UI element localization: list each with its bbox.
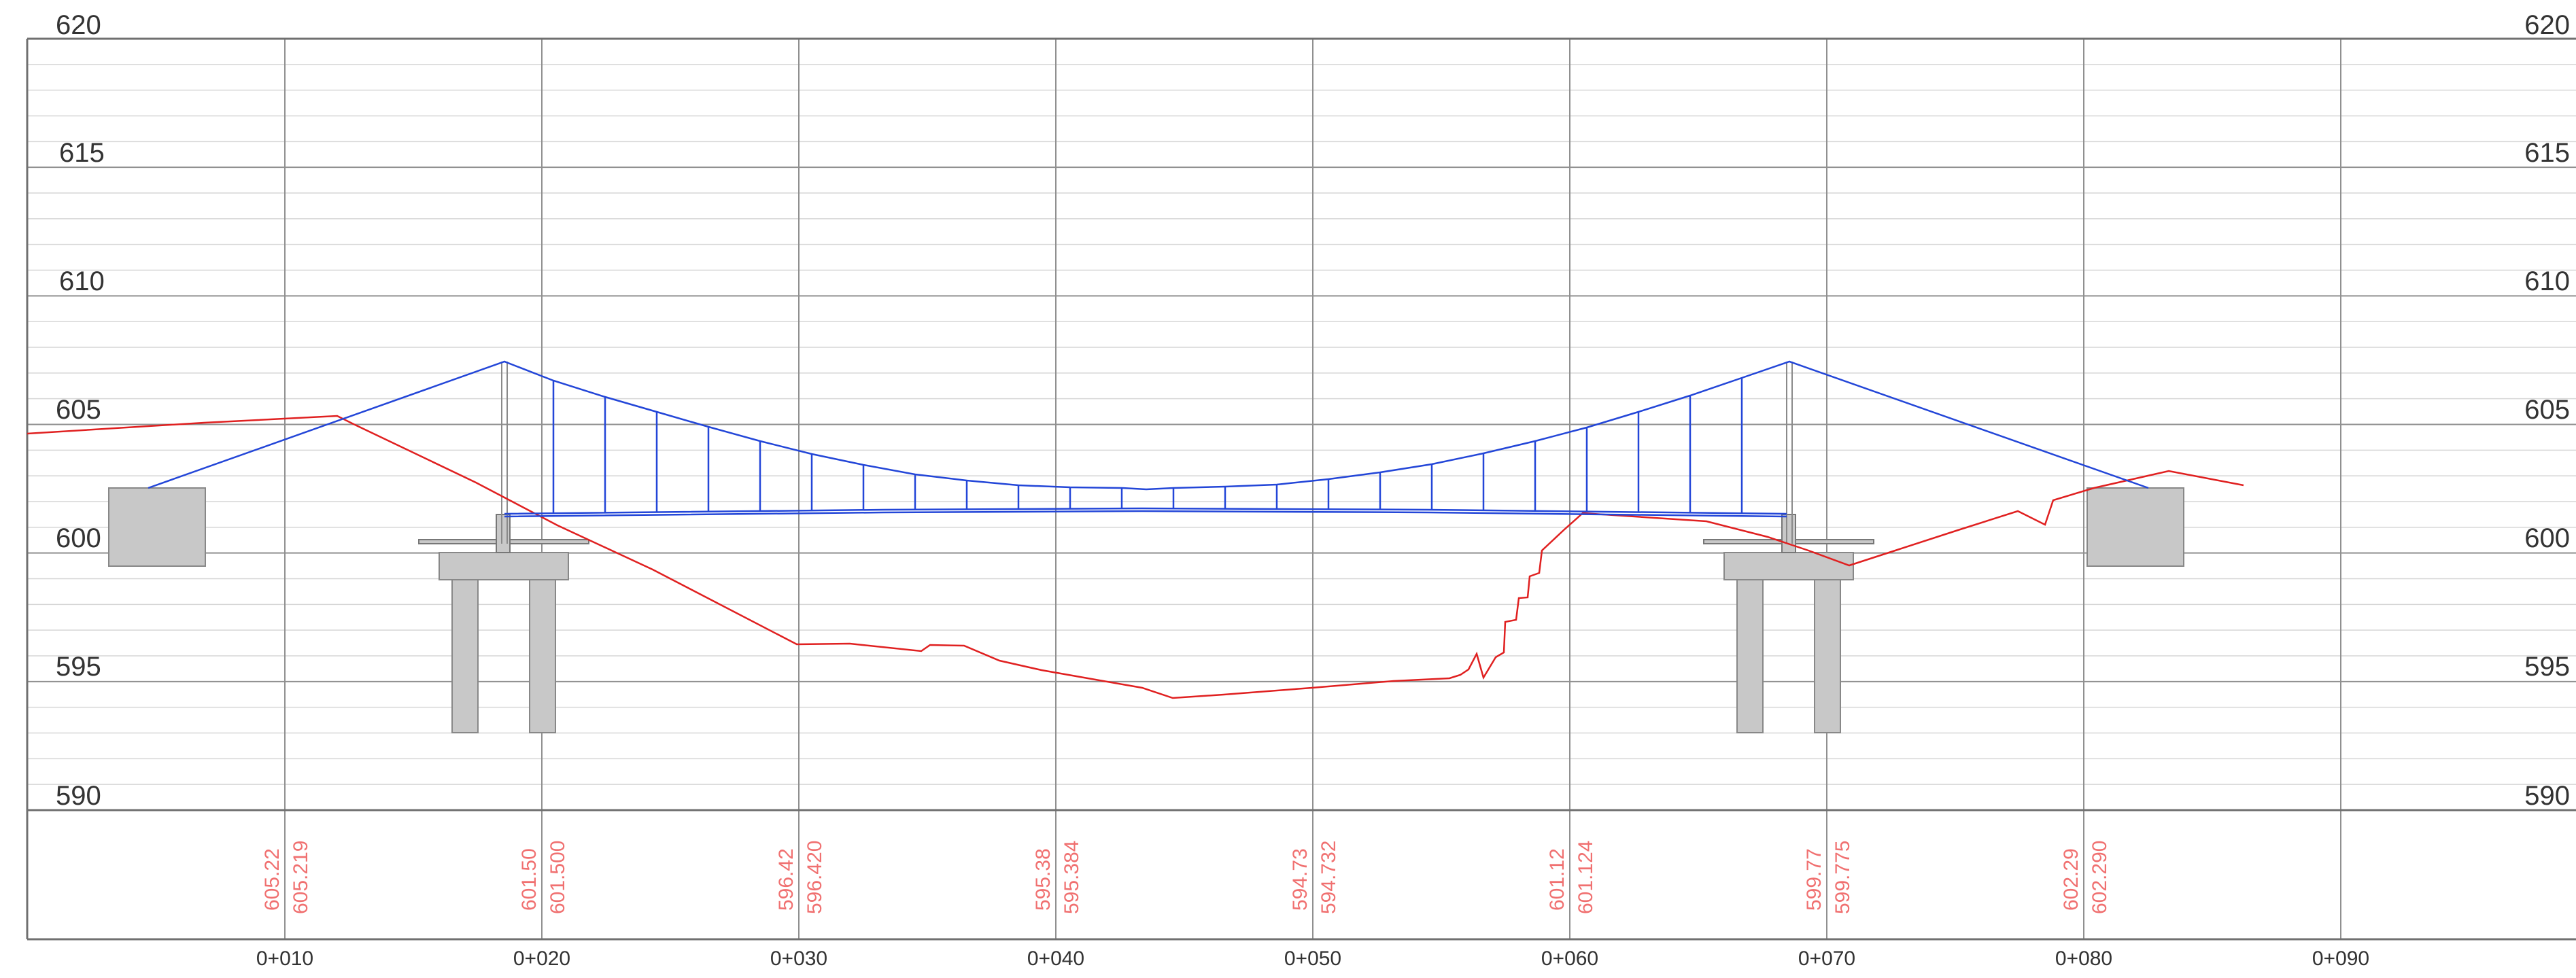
anchor-blocks	[108, 487, 2184, 567]
main-suspension-cable	[148, 360, 2149, 491]
elevation-label-595-right: 595	[2524, 652, 2570, 682]
right-pier-cap	[1723, 552, 1854, 580]
elevation-label-605-right: 605	[2524, 395, 2570, 425]
elevation-label-600-right: 600	[2524, 523, 2570, 553]
deck-line-bottom	[504, 510, 1787, 518]
elevation-label-600-left: 600	[56, 523, 101, 553]
elevation-label-595-left: 595	[56, 652, 101, 682]
readout-0010-b: 605.219	[290, 841, 312, 914]
elevation-label-620-right: 620	[2524, 10, 2570, 40]
readout-0050-a: 594.73	[1289, 848, 1311, 911]
left-pier-column-2	[529, 579, 556, 733]
readout-0030-b: 596.420	[804, 841, 826, 914]
readout-0070-a: 599.77	[1803, 848, 1825, 911]
elevation-label-610-left: 610	[59, 266, 105, 296]
elevation-label-605-left: 605	[56, 395, 101, 425]
station-label-0040: 0+040	[1027, 947, 1084, 970]
elevation-label-615-left: 615	[59, 138, 105, 168]
station-label-0070: 0+070	[1798, 947, 1855, 970]
readout-0020-a: 601.50	[518, 848, 540, 911]
station-label-0030: 0+030	[770, 947, 827, 970]
right-anchor-block	[2086, 487, 2184, 567]
ground-readouts: 605.22 605.219 601.50 601.500 596.42 596…	[261, 841, 2111, 914]
readout-0060-a: 601.12	[1546, 848, 1568, 911]
hangers	[552, 378, 1743, 513]
bridge-deck	[504, 507, 1787, 518]
elevation-label-615-right: 615	[2524, 138, 2570, 168]
elevation-label-590-left: 590	[56, 781, 101, 811]
station-label-0090: 0+090	[2312, 947, 2369, 970]
station-gridlines	[284, 39, 2341, 939]
elevation-labels-left: 620 615 610 605 600 595 590	[56, 10, 105, 811]
right-pier-column-1	[1736, 579, 1764, 733]
deck-line-top	[504, 507, 1787, 515]
station-labels: 0+010 0+020 0+030 0+040 0+050 0+060 0+07…	[256, 947, 2369, 970]
readout-0020-b: 601.500	[547, 841, 569, 914]
readout-0080-a: 602.29	[2060, 848, 2082, 911]
readout-0040-a: 595.38	[1032, 848, 1054, 911]
right-pier	[1703, 514, 1874, 733]
ground-profile-line	[27, 415, 2244, 699]
readout-0060-b: 601.124	[1575, 841, 1597, 914]
elevation-labels-right: 620 615 610 605 600 595 590	[2524, 10, 2570, 811]
left-anchor-block	[108, 487, 206, 567]
left-pier-cap	[439, 552, 569, 580]
readout-0070-b: 599.775	[1832, 841, 1854, 914]
drawing-frame	[26, 37, 2576, 941]
readout-0030-a: 596.42	[775, 848, 797, 911]
right-pier-column-2	[1814, 579, 1841, 733]
station-label-0080: 0+080	[2055, 947, 2112, 970]
readout-0040-b: 595.384	[1061, 841, 1083, 914]
elevation-label-610-right: 610	[2524, 266, 2570, 296]
station-label-0010: 0+010	[256, 947, 313, 970]
station-label-0060: 0+060	[1541, 947, 1598, 970]
left-pier	[418, 514, 589, 733]
readout-0050-b: 594.732	[1318, 841, 1340, 914]
elevation-label-620-left: 620	[56, 10, 101, 40]
station-label-0050: 0+050	[1284, 947, 1341, 970]
station-label-0020: 0+020	[513, 947, 570, 970]
left-pier-column-1	[451, 579, 479, 733]
elevation-label-590-right: 590	[2524, 781, 2570, 811]
readout-0010-a: 605.22	[261, 848, 284, 911]
right-tower-base	[1781, 514, 1796, 553]
readout-0080-b: 602.290	[2089, 841, 2111, 914]
